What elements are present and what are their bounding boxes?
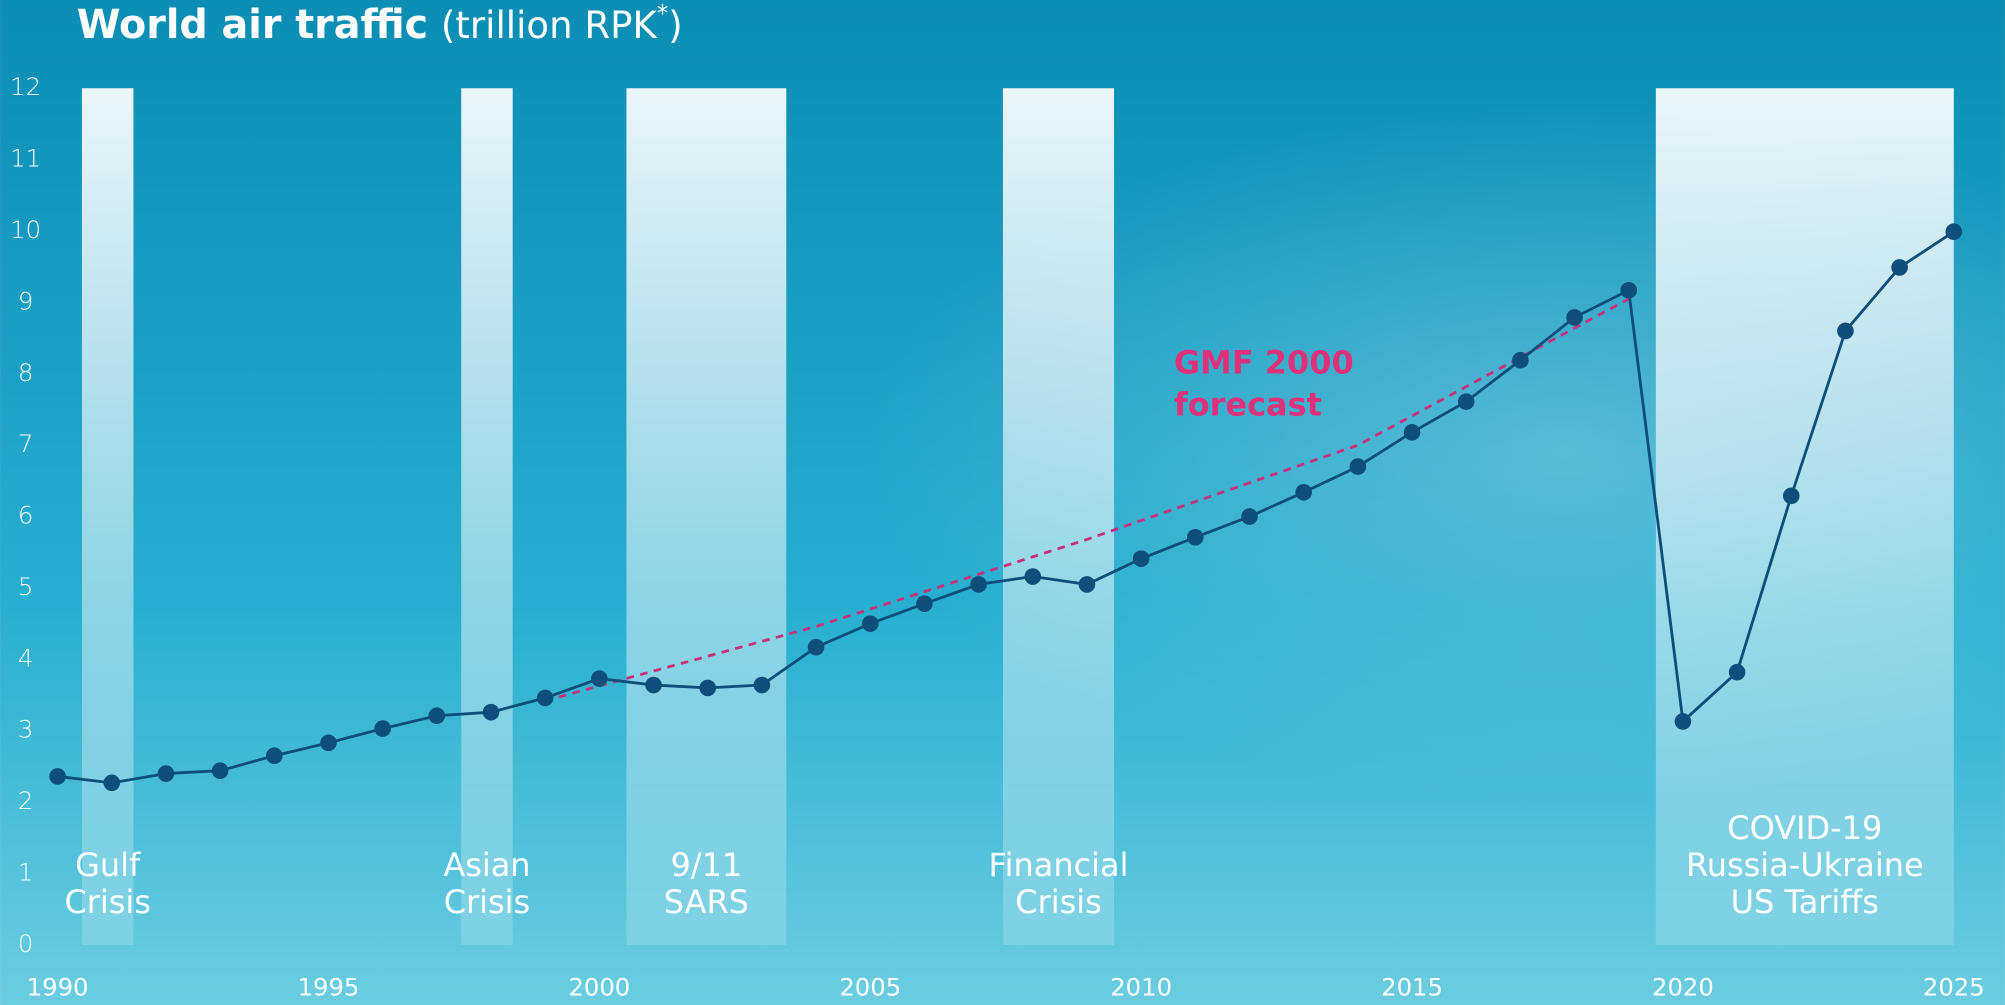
data-point [591,670,608,687]
band-label: Crisis [64,883,150,921]
y-tick-label: 6 [18,501,33,530]
data-point [808,639,825,656]
y-tick-label: 8 [18,358,33,387]
data-point [429,707,446,724]
x-tick-label: 1990 [27,972,89,1001]
band-label: US Tariffs [1731,883,1879,921]
data-point [970,576,987,593]
chart: World air traffic(trillion RPK*) GulfCri… [0,0,2005,1005]
data-point [1187,529,1204,546]
data-point [1891,259,1908,276]
data-point [1945,223,1962,240]
x-tick-label: 2005 [839,972,901,1001]
data-point [754,677,771,694]
band-label: Crisis [444,883,530,921]
data-point [1675,713,1692,730]
x-tick-label: 1995 [298,972,360,1001]
series-label: forecast [1174,386,1322,424]
data-point [49,768,66,785]
data-point [103,775,120,792]
y-tick-label: 11 [10,144,41,173]
y-tick-label: 10 [10,215,41,244]
data-point [1079,576,1096,593]
x-tick-label: 2000 [568,972,630,1001]
data-point [374,720,391,737]
data-point [645,677,662,694]
y-tick-label: 2 [18,786,33,815]
data-point [320,735,337,752]
data-point [699,680,716,697]
data-point [212,762,229,779]
data-point [1512,352,1529,369]
y-tick-label: 3 [18,715,33,744]
data-point [537,690,554,707]
band-label: 9/11 [670,846,742,884]
crisis-band [82,88,133,945]
x-tick-label: 2015 [1381,972,1443,1001]
data-point [1729,664,1746,681]
y-tick-label: 5 [18,572,33,601]
data-point [1024,568,1041,585]
series-label: GMF 2000 [1174,343,1354,381]
y-tick-label: 0 [18,929,33,958]
data-point [916,595,933,612]
data-point [1566,309,1583,326]
data-point [1404,424,1421,441]
data-point [483,704,500,721]
band-label: Financial [989,846,1129,884]
data-point [158,765,175,782]
crisis-band [461,88,512,945]
crisis-band [1003,88,1114,945]
data-point [1837,323,1854,340]
band-label: Asian [443,846,530,884]
data-point [1458,393,1475,410]
y-tick-label: 1 [18,858,33,887]
data-point [1133,550,1150,567]
crisis-band [626,88,786,945]
band-label: Gulf [75,846,141,884]
data-point [1783,488,1800,505]
y-tick-label: 12 [10,72,41,101]
chart-title: World air traffic(trillion RPK*) [77,1,683,48]
data-point [1241,508,1258,525]
data-point [1350,458,1367,475]
band-label: COVID-19 [1727,809,1882,847]
y-tick-label: 4 [18,643,33,672]
band-label: Russia-Ukraine [1686,846,1924,884]
x-tick-label: 2025 [1923,972,1985,1001]
data-point [1295,484,1312,501]
y-tick-label: 7 [18,429,33,458]
x-tick-label: 2010 [1110,972,1172,1001]
band-label: Crisis [1015,883,1102,921]
band-label: SARS [664,883,749,921]
data-point [1620,282,1637,299]
data-point [266,747,283,764]
data-point [862,615,879,632]
x-tick-label: 2020 [1652,972,1714,1001]
y-tick-label: 9 [18,286,33,315]
